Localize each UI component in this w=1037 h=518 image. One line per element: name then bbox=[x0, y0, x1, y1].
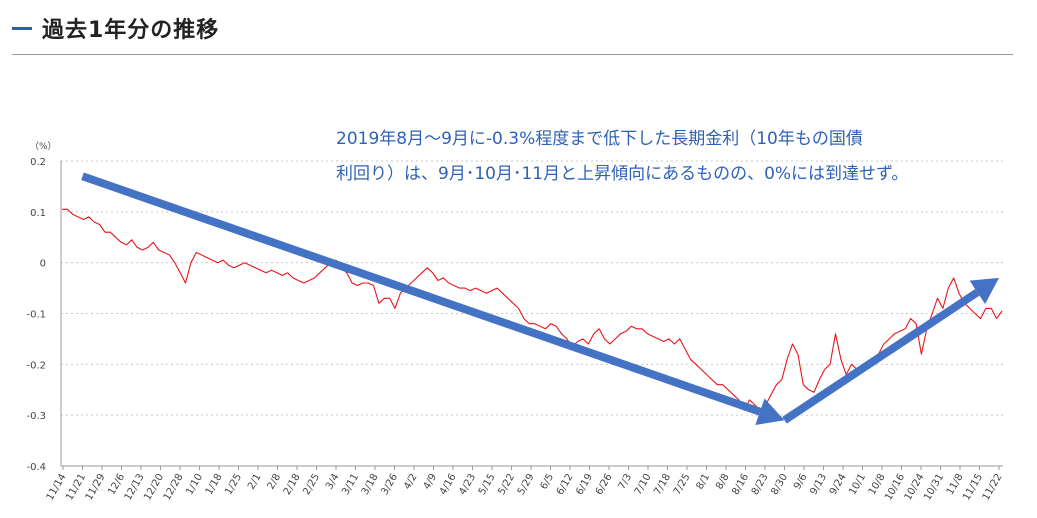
x-tick-label: 1/10 bbox=[184, 472, 205, 497]
x-tick-label: 8/30 bbox=[769, 472, 790, 497]
gridlines bbox=[61, 160, 1003, 416]
trend-arrow-shaft bbox=[782, 288, 980, 424]
x-tick-label: 12/28 bbox=[162, 472, 186, 502]
section-header: 過去1年分の推移 bbox=[12, 10, 219, 46]
x-tick-label: 3/26 bbox=[379, 472, 400, 497]
x-tick-label: 8/8 bbox=[714, 472, 732, 491]
title-dash bbox=[12, 26, 32, 30]
x-tick-label: 8/16 bbox=[730, 472, 751, 497]
x-tick-label: 10/31 bbox=[922, 472, 946, 502]
x-tick-label: 8/23 bbox=[750, 472, 771, 497]
series-layer bbox=[62, 208, 1003, 411]
y-tick-label: 0.2 bbox=[30, 157, 46, 168]
x-tick-label: 11/29 bbox=[84, 472, 108, 502]
x-tick-label: 2/18 bbox=[282, 472, 303, 497]
x-tick-label: 1/18 bbox=[204, 472, 225, 497]
x-tick-label: 8/1 bbox=[695, 472, 713, 491]
x-tick-label: 6/5 bbox=[539, 472, 557, 491]
x-tick-label: 4/2 bbox=[402, 472, 420, 491]
x-tick-label: 6/19 bbox=[574, 472, 595, 497]
y-tick-label: -0.1 bbox=[26, 310, 46, 321]
x-tick-label: 9/6 bbox=[792, 472, 810, 491]
x-tick-label: 5/29 bbox=[516, 472, 537, 497]
x-tick-label: 2/1 bbox=[246, 472, 264, 491]
x-tick-label: 6/26 bbox=[594, 472, 615, 497]
axes bbox=[60, 161, 1003, 467]
x-tick-label: 7/3 bbox=[617, 472, 635, 491]
x-tick-label: 5/15 bbox=[477, 472, 498, 497]
x-tick-label: 1/25 bbox=[223, 472, 244, 497]
x-tick-label: 4/16 bbox=[438, 472, 459, 497]
y-tick-label: -0.3 bbox=[26, 411, 46, 422]
y-axis-ticks: 0.2 0.1 0 -0.1 -0.2 -0.3 -0.4 bbox=[26, 157, 46, 473]
trend-arrow-shaft bbox=[81, 172, 762, 416]
x-axis-ticks: 11/1411/2111/2912/612/1312/2012/281/101/… bbox=[45, 466, 1005, 502]
trend-arrows bbox=[81, 172, 999, 425]
x-tick-label: 9/13 bbox=[808, 472, 829, 497]
x-tick-label: 11/22 bbox=[981, 472, 1005, 502]
x-tick-label: 3/11 bbox=[340, 472, 361, 497]
y-axis-unit: （%） bbox=[30, 141, 57, 152]
y-tick-label: -0.4 bbox=[26, 462, 46, 473]
x-tick-label: 9/24 bbox=[828, 472, 849, 497]
x-tick-label: 2/25 bbox=[301, 472, 322, 497]
x-tick-label: 7/25 bbox=[672, 472, 693, 497]
x-tick-label: 5/22 bbox=[496, 472, 517, 497]
x-tick-label: 6/12 bbox=[555, 472, 576, 497]
x-tick-label: 3/18 bbox=[360, 472, 381, 497]
section-title: 過去1年分の推移 bbox=[42, 18, 220, 43]
annotation-line-2: 利回り）は、9月･10月･11月と上昇傾向にあるものの、0%には到達せず。 bbox=[336, 164, 908, 184]
header-divider bbox=[12, 54, 1013, 55]
x-tick-label: 4/23 bbox=[457, 472, 478, 497]
x-tick-label: 2/8 bbox=[266, 472, 284, 491]
x-tick-label: 3/4 bbox=[324, 472, 342, 491]
annotation-line-1: 2019年8月～9月に-0.3%程度まで低下した長期金利（10年もの国債 bbox=[336, 129, 863, 149]
y-tick-label: 0.1 bbox=[30, 208, 46, 219]
trend-arrow-head bbox=[755, 398, 785, 425]
y-tick-label: 0 bbox=[40, 259, 46, 270]
x-tick-label: 10/1 bbox=[847, 472, 868, 497]
x-tick-label: 4/9 bbox=[422, 472, 440, 491]
y-tick-label: -0.2 bbox=[26, 360, 46, 371]
x-tick-label: 7/10 bbox=[633, 472, 654, 497]
series-line-jgb10y bbox=[62, 208, 1003, 411]
x-tick-label: 7/18 bbox=[652, 472, 673, 497]
trend-arrow-head bbox=[969, 277, 999, 304]
